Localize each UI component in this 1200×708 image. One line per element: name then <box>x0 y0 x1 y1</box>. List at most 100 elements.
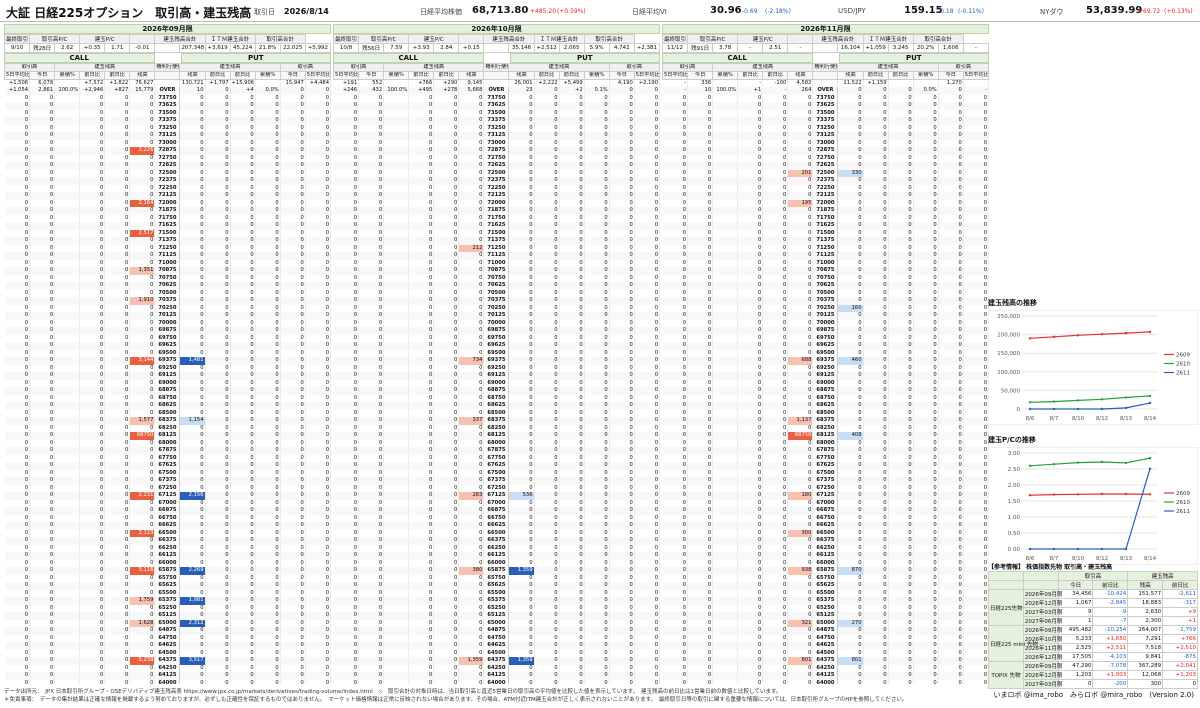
cell: 0 <box>634 289 660 297</box>
cell: 0 <box>179 454 206 462</box>
cell: 0 <box>255 604 281 612</box>
strike-price: 66875 <box>154 507 181 515</box>
strike-price: 69125 <box>483 372 510 380</box>
ref-value: +1,650 <box>1092 634 1129 644</box>
ind-chg-0: +485.20 <box>530 8 557 15</box>
cell: 0 <box>534 619 560 627</box>
series-line-2611 <box>1030 468 1151 550</box>
ref-value: -4,103 <box>1092 652 1129 662</box>
cell: 0 <box>687 589 714 597</box>
strike-price: 65625 <box>812 582 839 590</box>
cell: 0 <box>837 334 864 342</box>
cell <box>54 574 81 582</box>
cell: 0 <box>963 304 989 312</box>
cell: 0 <box>433 454 460 462</box>
cell: 0 <box>104 162 131 170</box>
cell: 0 <box>179 544 206 552</box>
cell: 0 <box>458 649 485 657</box>
cell: 0 <box>333 387 360 395</box>
cell: 0 <box>305 394 331 402</box>
strike-row: 0 0 0 0 0 67750 0 0 0 0 0 0 <box>662 454 989 462</box>
cell: 0 <box>634 379 660 387</box>
cell: 0 <box>938 252 964 260</box>
strike-price: 73750 <box>154 94 181 102</box>
cell: 0 <box>255 297 281 305</box>
cell: 0 <box>29 289 56 297</box>
cell: 0 <box>609 604 635 612</box>
data-point <box>1148 330 1152 334</box>
put-oi-highlight: 1,359 <box>508 657 535 665</box>
cell: 0 <box>559 252 585 260</box>
cell: 0 <box>863 199 889 207</box>
strike-row: 0 0 0 0 0 69500 0 0 0 0 0 0 <box>333 349 660 357</box>
cell: 0 <box>559 589 585 597</box>
strike-price: 65500 <box>483 589 510 597</box>
cell: 0 <box>687 147 714 155</box>
strike-price: 67875 <box>483 447 510 455</box>
cell: 0 <box>737 109 764 117</box>
strike-row: 0 0 0 0 0 69625 0 0 0 0 0 0 <box>333 342 660 350</box>
sum-cell: 130,721 <box>179 79 206 87</box>
cell: 0 <box>687 679 714 684</box>
cell: 0 <box>609 387 635 395</box>
cell: 0 <box>913 304 939 312</box>
cell: 0 <box>280 634 306 642</box>
cell: 0 <box>458 342 485 350</box>
cell: 0 <box>963 499 989 507</box>
cell: 0 <box>408 244 435 252</box>
strike-row: 0 0 0 0 2,517 71500 0 0 0 0 0 0 <box>4 229 331 237</box>
cell: 0 <box>230 267 256 275</box>
strike-price: 71500 <box>483 229 510 237</box>
strike-price: 68250 <box>154 424 181 432</box>
cell: 0 <box>408 229 435 237</box>
cell: 0 <box>205 454 231 462</box>
y-tick-label: 1.00 <box>1008 515 1021 521</box>
summary-value: 21.8% <box>254 43 281 53</box>
strike-row: 0 0 0 0 0 69625 0 0 0 0 0 0 <box>662 342 989 350</box>
cell: 0 <box>913 349 939 357</box>
cell: 0 <box>584 417 610 425</box>
cell <box>712 679 739 684</box>
cell: 0 <box>837 454 864 462</box>
strike-row: 0 0 0 0 0 73750 0 0 0 0 0 0 <box>333 94 660 102</box>
cell: 0 <box>609 454 635 462</box>
strike-price: 67000 <box>812 499 839 507</box>
cell: 0 <box>458 402 485 410</box>
cell: 0 <box>29 222 56 230</box>
cell: 0 <box>863 409 889 417</box>
cell: 0 <box>609 544 635 552</box>
cell: 0 <box>29 147 56 155</box>
summary-value: 45,224 <box>229 43 256 53</box>
cell <box>54 334 81 342</box>
cell: 0 <box>609 319 635 327</box>
cell: 0 <box>762 379 789 387</box>
data-point <box>1076 493 1080 496</box>
cell: 0 <box>129 154 156 162</box>
cell: 0 <box>205 259 231 267</box>
cell <box>383 274 410 282</box>
cell: 0 <box>205 552 231 560</box>
cell: 0 <box>280 177 306 185</box>
cell: 0 <box>104 432 131 440</box>
cell: 0 <box>863 559 889 567</box>
cell: 0 <box>534 237 560 245</box>
cell: 0 <box>913 192 939 200</box>
cell <box>383 529 410 537</box>
ref-value: +2,510 <box>1162 643 1198 653</box>
cell: 0 <box>609 94 635 102</box>
strike-price: 70125 <box>483 312 510 320</box>
cell: 0 <box>4 597 31 605</box>
cell: 0 <box>4 634 31 642</box>
cell: 0 <box>104 537 131 545</box>
cell: 0 <box>333 169 360 177</box>
cell: 0 <box>534 94 560 102</box>
cell: 0 <box>305 319 331 327</box>
cell: 0 <box>584 657 610 665</box>
cell: 0 <box>787 469 814 477</box>
strike-price: 68750 <box>812 394 839 402</box>
cell: 0 <box>913 627 939 635</box>
cell: 0 <box>762 312 789 320</box>
cell: 0 <box>584 499 610 507</box>
strike-price: 64375 <box>154 657 181 665</box>
ref-value: 12,068 <box>1127 670 1164 680</box>
